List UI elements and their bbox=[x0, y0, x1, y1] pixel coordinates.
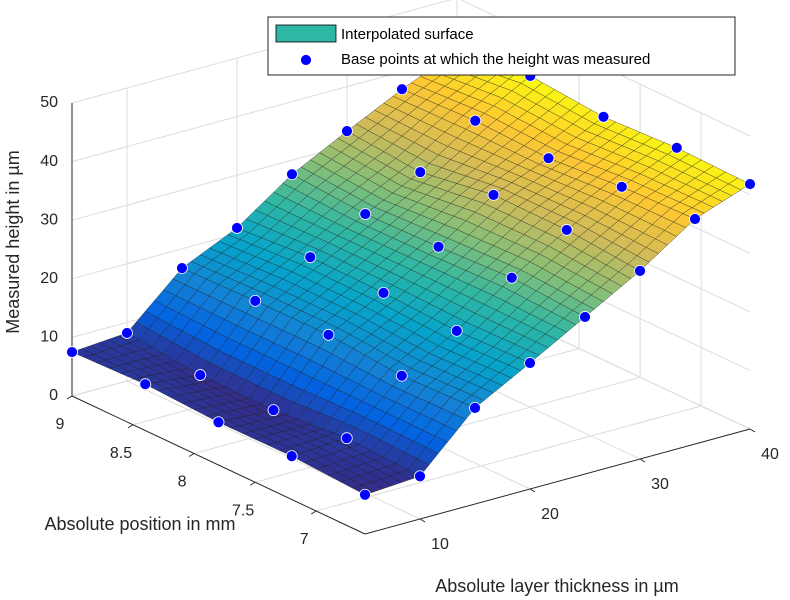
tick-mark bbox=[127, 424, 134, 429]
base-point bbox=[597, 110, 610, 123]
legend-marker bbox=[300, 54, 312, 66]
base-point bbox=[432, 240, 445, 253]
base-point bbox=[505, 271, 518, 284]
base-point bbox=[121, 327, 133, 339]
tick-mark bbox=[249, 481, 256, 486]
y-axis-label: Absolute position in mm bbox=[44, 514, 235, 534]
x-tick-label: 40 bbox=[761, 446, 779, 463]
z-tick-label: 10 bbox=[40, 329, 58, 346]
base-point bbox=[670, 141, 683, 154]
surface bbox=[71, 50, 751, 495]
z-axis-label: Measured height in µm bbox=[3, 150, 23, 333]
base-point bbox=[634, 264, 646, 277]
points bbox=[66, 44, 756, 501]
base-point bbox=[396, 83, 408, 96]
z-tick-label: 40 bbox=[40, 153, 58, 170]
base-point bbox=[542, 152, 555, 165]
base-point bbox=[469, 114, 482, 127]
tick-mark bbox=[639, 458, 646, 463]
y-tick-label: 9 bbox=[56, 416, 65, 433]
base-point bbox=[322, 328, 335, 341]
legend: Interpolated surface Base points at whic… bbox=[267, 16, 736, 76]
tick-mark bbox=[310, 510, 317, 515]
tick-mark bbox=[66, 395, 73, 400]
base-point bbox=[66, 346, 78, 358]
base-point bbox=[304, 251, 317, 264]
base-point bbox=[139, 378, 152, 391]
base-point bbox=[249, 294, 262, 307]
base-point bbox=[560, 224, 573, 236]
tick-mark bbox=[749, 428, 756, 433]
base-point bbox=[469, 401, 481, 414]
base-point bbox=[377, 286, 390, 299]
base-point bbox=[487, 188, 500, 201]
z-tick-label: 30 bbox=[40, 211, 58, 228]
base-point bbox=[231, 222, 243, 234]
base-point bbox=[285, 450, 298, 463]
base-point bbox=[359, 488, 371, 501]
y-tick-label: 8 bbox=[178, 474, 187, 491]
base-point bbox=[194, 369, 207, 381]
x-tick-label: 20 bbox=[541, 506, 559, 523]
base-point bbox=[615, 180, 628, 193]
z-tick-label: 50 bbox=[40, 94, 58, 111]
base-point bbox=[524, 357, 536, 369]
legend-box bbox=[267, 16, 736, 76]
ticks: 0 10 20 30 40 50 7 7.5 8 8.5 9 10 20 30 40 bbox=[40, 94, 779, 553]
grid-line bbox=[71, 0, 452, 104]
base-point bbox=[579, 311, 591, 323]
base-point bbox=[341, 125, 353, 138]
base-point bbox=[744, 178, 756, 190]
tick-mark bbox=[529, 488, 536, 493]
base-point bbox=[340, 432, 353, 445]
y-tick-label: 7 bbox=[300, 531, 309, 548]
legend-label: Base points at which the height was meas… bbox=[341, 51, 650, 68]
axis-line bbox=[364, 428, 751, 535]
base-point bbox=[286, 168, 298, 181]
legend-label: Interpolated surface bbox=[341, 26, 474, 43]
grid-line bbox=[316, 405, 702, 512]
y-tick-label: 8.5 bbox=[110, 445, 132, 462]
x-tick-label: 30 bbox=[651, 476, 669, 493]
legend-swatch bbox=[275, 24, 337, 43]
tick-mark bbox=[188, 453, 195, 457]
y-tick-label: 7.5 bbox=[232, 502, 254, 519]
base-point bbox=[176, 262, 188, 275]
base-point bbox=[414, 166, 427, 178]
base-point bbox=[212, 416, 225, 429]
tick-mark bbox=[419, 518, 426, 523]
base-point bbox=[689, 213, 701, 225]
base-point bbox=[267, 404, 280, 417]
x-tick-label: 10 bbox=[431, 536, 449, 553]
x-axis-label: Absolute layer thickness in µm bbox=[435, 576, 678, 596]
z-tick-label: 0 bbox=[49, 387, 58, 404]
base-point bbox=[414, 470, 426, 483]
base-point bbox=[359, 208, 372, 220]
base-point bbox=[395, 369, 408, 382]
z-tick-label: 20 bbox=[40, 270, 58, 287]
base-point bbox=[450, 324, 463, 337]
